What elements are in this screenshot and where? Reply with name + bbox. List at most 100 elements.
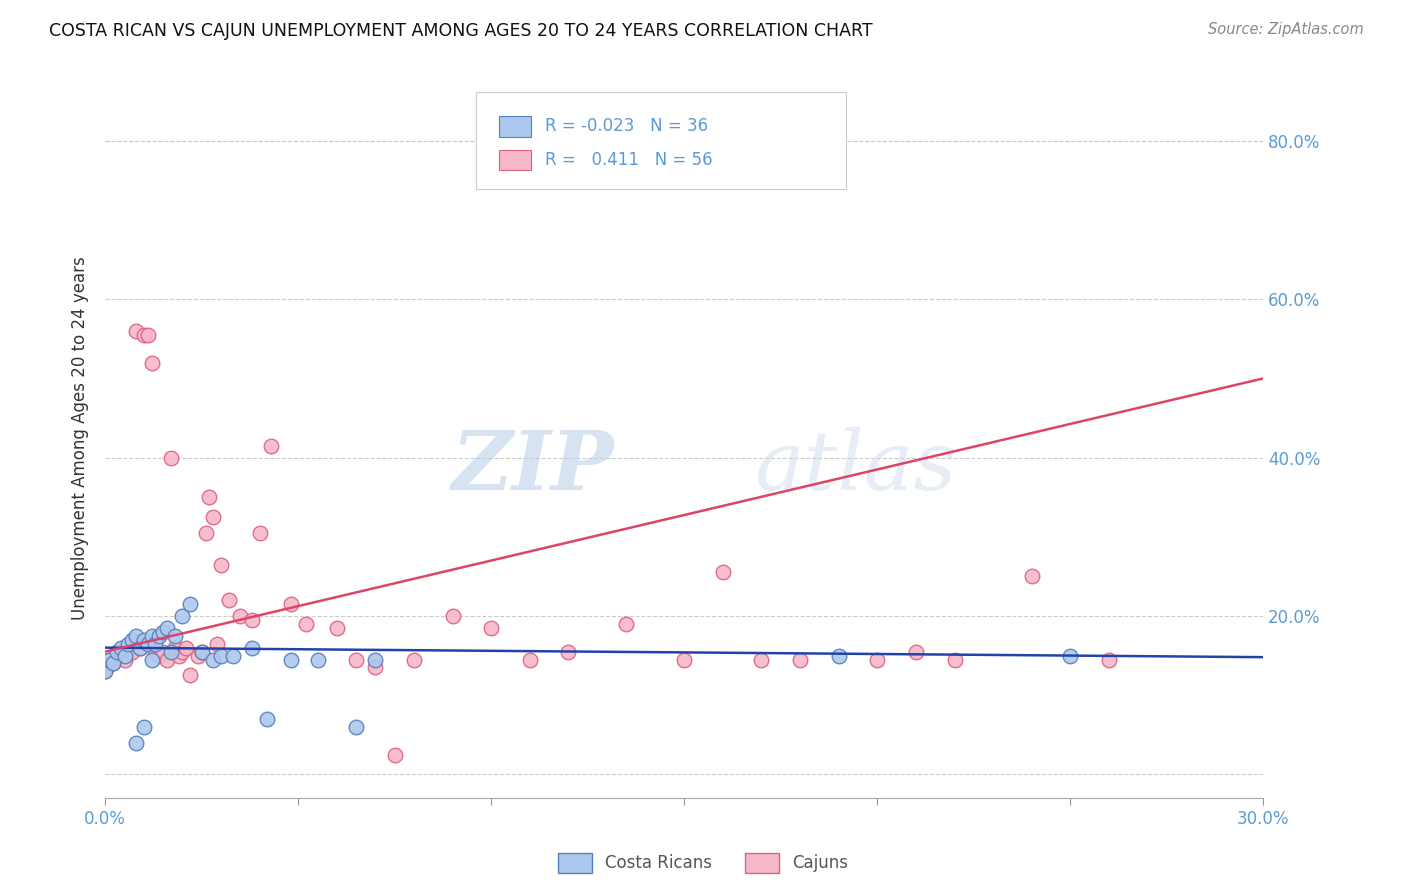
Point bbox=[202, 652, 225, 666]
Text: R = -0.023   N = 36: R = -0.023 N = 36 bbox=[546, 118, 709, 136]
Point bbox=[125, 629, 148, 643]
Point bbox=[152, 645, 174, 659]
Point bbox=[174, 640, 197, 655]
Point bbox=[402, 652, 425, 666]
FancyBboxPatch shape bbox=[475, 92, 846, 189]
Point bbox=[198, 490, 221, 504]
Point bbox=[132, 720, 155, 734]
Point bbox=[519, 652, 541, 666]
Point bbox=[187, 648, 209, 663]
Point bbox=[344, 652, 367, 666]
Point bbox=[218, 593, 240, 607]
Legend: Costa Ricans, Cajuns: Costa Ricans, Cajuns bbox=[551, 847, 855, 880]
Point bbox=[711, 566, 734, 580]
Point bbox=[904, 645, 927, 659]
Point bbox=[179, 668, 201, 682]
Point bbox=[136, 327, 159, 342]
Point bbox=[789, 652, 811, 666]
Point bbox=[479, 621, 502, 635]
Point bbox=[866, 652, 889, 666]
Point bbox=[117, 637, 139, 651]
Point bbox=[209, 648, 232, 663]
Point bbox=[364, 660, 387, 674]
Point bbox=[121, 632, 143, 647]
Point bbox=[364, 652, 387, 666]
Point bbox=[1021, 569, 1043, 583]
Point bbox=[129, 640, 152, 655]
Point bbox=[94, 665, 117, 679]
Point bbox=[172, 645, 194, 659]
Text: COSTA RICAN VS CAJUN UNEMPLOYMENT AMONG AGES 20 TO 24 YEARS CORRELATION CHART: COSTA RICAN VS CAJUN UNEMPLOYMENT AMONG … bbox=[49, 22, 873, 40]
Point bbox=[152, 624, 174, 639]
Point bbox=[125, 736, 148, 750]
Point bbox=[557, 645, 579, 659]
Point bbox=[167, 648, 190, 663]
Bar bbox=[499, 150, 531, 170]
Point bbox=[828, 648, 851, 663]
Point bbox=[101, 657, 124, 671]
Point bbox=[145, 637, 167, 651]
Point bbox=[132, 632, 155, 647]
Point bbox=[205, 637, 228, 651]
Point bbox=[280, 597, 302, 611]
Point bbox=[280, 652, 302, 666]
Point bbox=[751, 652, 773, 666]
Point bbox=[125, 324, 148, 338]
Point bbox=[179, 597, 201, 611]
Point bbox=[141, 652, 163, 666]
Point bbox=[121, 645, 143, 659]
Text: atlas: atlas bbox=[754, 426, 956, 507]
Point bbox=[295, 616, 318, 631]
Point bbox=[132, 327, 155, 342]
Point bbox=[163, 640, 186, 655]
Point bbox=[114, 652, 136, 666]
Point bbox=[1098, 652, 1121, 666]
Point bbox=[614, 616, 637, 631]
Point bbox=[129, 640, 152, 655]
Point bbox=[114, 648, 136, 663]
Point bbox=[101, 657, 124, 671]
Point bbox=[260, 439, 283, 453]
Point bbox=[136, 637, 159, 651]
Point bbox=[326, 621, 349, 635]
Point bbox=[190, 645, 212, 659]
Point bbox=[240, 640, 263, 655]
Point bbox=[156, 621, 179, 635]
Point bbox=[441, 609, 464, 624]
Point bbox=[160, 450, 183, 465]
Point bbox=[190, 645, 212, 659]
Point bbox=[307, 652, 329, 666]
Point bbox=[1059, 648, 1081, 663]
Point bbox=[194, 525, 217, 540]
Point bbox=[229, 609, 252, 624]
Point bbox=[943, 652, 966, 666]
Text: R =   0.411   N = 56: R = 0.411 N = 56 bbox=[546, 152, 713, 169]
Point bbox=[156, 652, 179, 666]
Point bbox=[98, 652, 121, 666]
Point bbox=[240, 613, 263, 627]
Point bbox=[110, 640, 132, 655]
Point bbox=[148, 648, 170, 663]
Point bbox=[105, 645, 128, 659]
Y-axis label: Unemployment Among Ages 20 to 24 years: Unemployment Among Ages 20 to 24 years bbox=[72, 256, 89, 620]
Point bbox=[163, 629, 186, 643]
Text: ZIP: ZIP bbox=[453, 426, 614, 507]
Point bbox=[117, 640, 139, 655]
Point bbox=[256, 712, 278, 726]
Point bbox=[172, 609, 194, 624]
Point bbox=[160, 645, 183, 659]
Bar bbox=[499, 116, 531, 136]
Point bbox=[344, 720, 367, 734]
Point bbox=[148, 629, 170, 643]
Text: Source: ZipAtlas.com: Source: ZipAtlas.com bbox=[1208, 22, 1364, 37]
Point bbox=[384, 747, 406, 762]
Point bbox=[249, 525, 271, 540]
Point bbox=[94, 665, 117, 679]
Point bbox=[141, 629, 163, 643]
Point bbox=[141, 355, 163, 369]
Point bbox=[105, 645, 128, 659]
Point bbox=[673, 652, 696, 666]
Point bbox=[221, 648, 243, 663]
Point bbox=[110, 648, 132, 663]
Point bbox=[98, 652, 121, 666]
